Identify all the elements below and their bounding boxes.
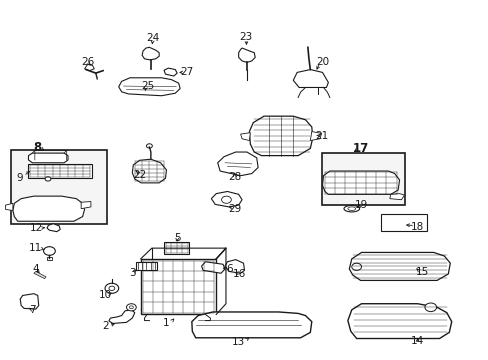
Polygon shape (293, 69, 328, 87)
Text: 14: 14 (410, 336, 424, 346)
Circle shape (43, 247, 55, 255)
Polygon shape (47, 224, 60, 231)
Text: 13: 13 (231, 337, 244, 347)
Polygon shape (5, 203, 13, 211)
Text: 7: 7 (29, 305, 36, 315)
Bar (28, 164, 92, 178)
Circle shape (129, 306, 133, 309)
Circle shape (424, 303, 436, 312)
Text: 21: 21 (314, 131, 327, 141)
Bar (163, 242, 189, 253)
Text: 6: 6 (225, 264, 232, 274)
Polygon shape (119, 78, 180, 96)
Text: 18: 18 (410, 222, 424, 231)
Polygon shape (163, 68, 177, 76)
Circle shape (109, 286, 115, 291)
Bar (47, 257, 52, 260)
Text: 29: 29 (228, 204, 241, 215)
Text: 2: 2 (102, 321, 109, 331)
Bar (321, 153, 405, 205)
Text: 16: 16 (232, 269, 246, 279)
Text: 20: 20 (315, 57, 328, 67)
Polygon shape (249, 116, 312, 156)
Text: 4: 4 (32, 264, 39, 274)
Text: 5: 5 (174, 233, 180, 243)
Circle shape (351, 263, 361, 270)
Text: 15: 15 (415, 267, 428, 277)
Polygon shape (84, 64, 94, 71)
Circle shape (146, 144, 152, 148)
Text: 12: 12 (30, 224, 43, 233)
Polygon shape (13, 196, 84, 221)
Polygon shape (20, 294, 39, 309)
Circle shape (45, 177, 51, 181)
Text: 3: 3 (129, 267, 135, 278)
Circle shape (126, 304, 136, 311)
Text: 24: 24 (146, 33, 159, 42)
Polygon shape (238, 48, 255, 62)
Text: 26: 26 (81, 57, 94, 67)
Polygon shape (191, 312, 311, 338)
Bar (380, 214, 427, 231)
Text: 28: 28 (228, 172, 241, 182)
Polygon shape (28, 153, 68, 163)
Circle shape (221, 196, 231, 203)
Polygon shape (211, 192, 242, 207)
Polygon shape (201, 262, 224, 273)
Polygon shape (348, 252, 449, 280)
Text: 23: 23 (239, 32, 252, 42)
Polygon shape (142, 47, 159, 60)
Text: 22: 22 (133, 170, 146, 180)
Polygon shape (224, 260, 244, 273)
Text: 1: 1 (163, 318, 169, 328)
Polygon shape (389, 194, 404, 200)
Polygon shape (34, 271, 46, 279)
Ellipse shape (343, 206, 359, 212)
Text: 17: 17 (352, 142, 368, 155)
Polygon shape (81, 202, 91, 209)
Text: 9: 9 (16, 173, 22, 183)
Polygon shape (217, 152, 258, 176)
Text: 11: 11 (29, 243, 42, 253)
Text: 27: 27 (180, 67, 193, 77)
Text: 8: 8 (33, 140, 41, 153)
Polygon shape (347, 304, 451, 338)
Polygon shape (322, 171, 399, 194)
Polygon shape (310, 132, 321, 140)
Text: 25: 25 (141, 81, 154, 91)
Bar (136, 262, 157, 270)
Polygon shape (109, 310, 135, 323)
Polygon shape (240, 133, 250, 140)
Bar (11, 150, 106, 224)
Bar (141, 259, 216, 315)
Polygon shape (132, 159, 166, 183)
Ellipse shape (347, 207, 355, 211)
Circle shape (105, 283, 119, 293)
Text: 19: 19 (354, 200, 367, 210)
Text: 10: 10 (99, 291, 112, 301)
